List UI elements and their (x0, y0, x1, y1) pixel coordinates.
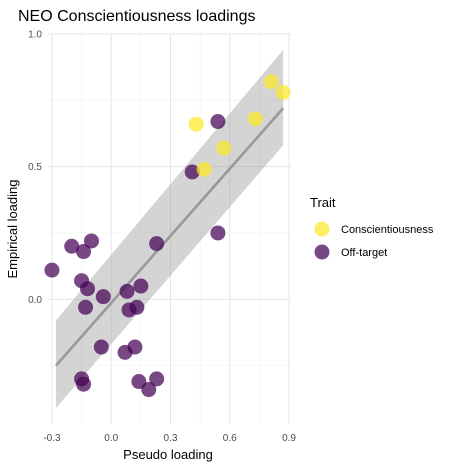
off-target-point (80, 281, 96, 297)
off-target-point (119, 283, 135, 299)
off-target-point (210, 114, 226, 130)
x-axis-ticks: -0.3 0.0 0.3 0.6 0.9 (43, 433, 296, 444)
y-axis-title: Empirical loading (5, 180, 20, 279)
off-target-point (78, 299, 94, 315)
confidence-band-area (55, 49, 284, 409)
regression-line (54, 107, 285, 367)
off-target-point (83, 233, 99, 249)
off-target-point (93, 339, 109, 355)
off-target-point (44, 262, 60, 278)
off-target-point (76, 244, 92, 260)
conscientiousness-point (196, 161, 212, 177)
x-tick-label: 0.0 (104, 433, 118, 444)
off-target-point (129, 299, 145, 315)
legend-label: Off-target (341, 247, 387, 259)
x-tick-label: 0.9 (282, 433, 296, 444)
off-target-point (141, 382, 157, 398)
off-target-point (95, 289, 111, 305)
x-tick-label: 0.6 (223, 433, 237, 444)
y-tick-label: 0.5 (28, 162, 42, 173)
conscientiousness-point (275, 84, 291, 100)
conscientiousness-point (188, 116, 204, 132)
regression-line-path (54, 107, 285, 367)
x-axis-title: Pseudo loading (123, 447, 213, 462)
major-gridlines (48, 33, 291, 424)
data-points (44, 74, 291, 398)
legend-key-off-target (314, 244, 330, 260)
legend-title: Trait (310, 195, 336, 210)
off-target-point (149, 371, 165, 387)
off-target-point (133, 278, 149, 294)
off-target-point (184, 164, 200, 180)
x-tick-label: 0.3 (164, 433, 178, 444)
conscientiousness-point (247, 111, 263, 127)
y-tick-label: 0.0 (28, 295, 42, 306)
legend-label: Conscientiousness (341, 224, 434, 236)
off-target-point (210, 225, 226, 241)
x-tick-label: -0.3 (43, 433, 61, 444)
conscientiousness-point (263, 74, 279, 90)
legend-key-conscientiousness (314, 221, 330, 237)
confidence-band (55, 49, 284, 409)
off-target-point (149, 236, 165, 252)
off-target-point (76, 376, 92, 392)
off-target-point (127, 339, 143, 355)
y-axis-ticks: 0.0 0.5 1.0 (28, 30, 42, 306)
conscientiousness-point (216, 140, 232, 156)
chart-title: NEO Conscientiousness loadings (18, 8, 255, 25)
legend: Trait Conscientiousness Off-target (310, 195, 434, 260)
y-tick-label: 1.0 (28, 30, 42, 41)
minor-gridlines (48, 34, 291, 424)
off-target-point (64, 238, 80, 254)
